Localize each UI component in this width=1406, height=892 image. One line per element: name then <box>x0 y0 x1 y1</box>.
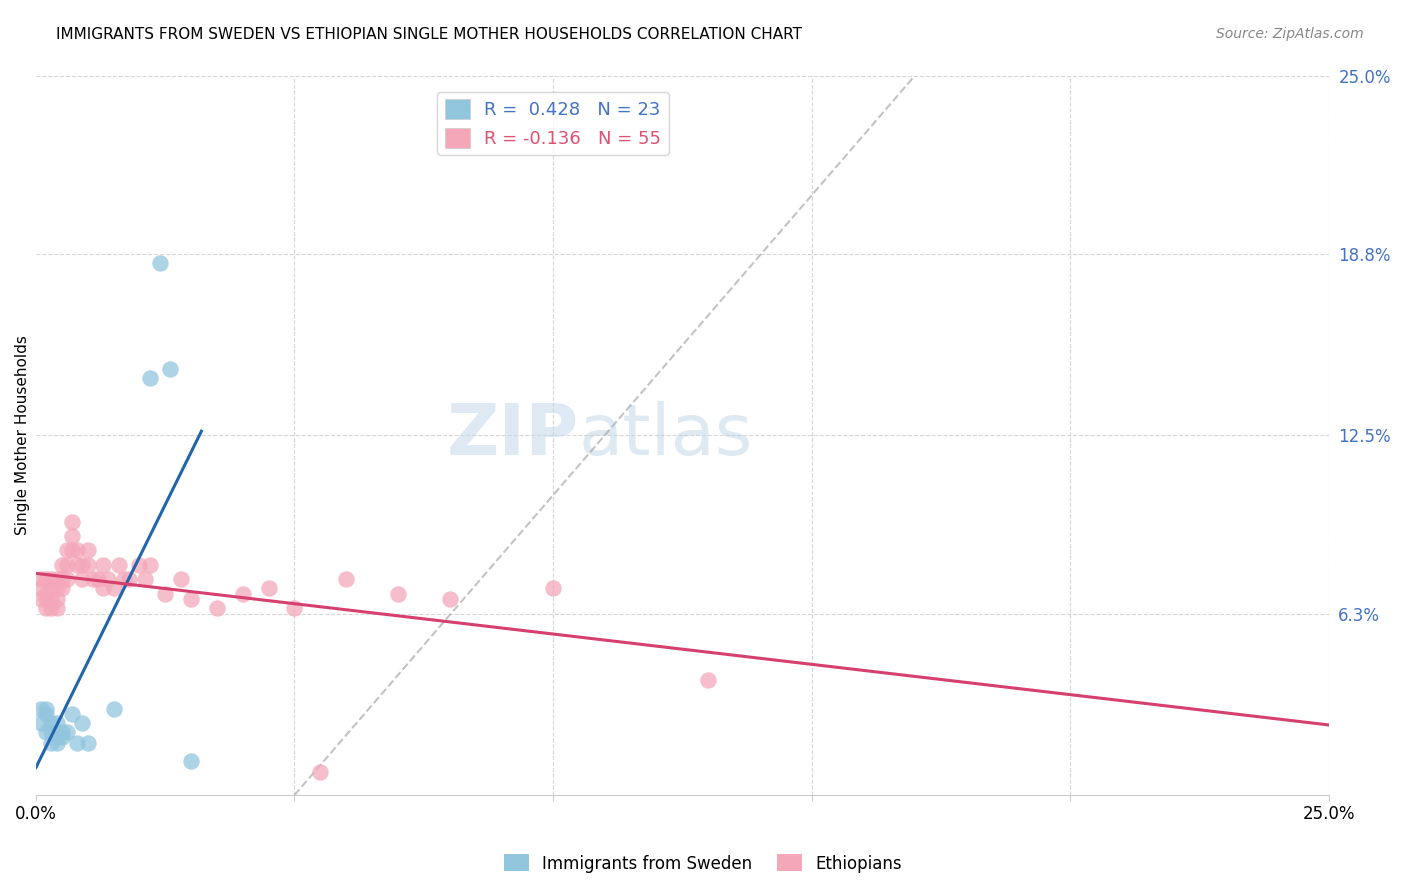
Point <box>87 572 110 586</box>
Point <box>51 581 73 595</box>
Point <box>45 731 67 745</box>
Point <box>60 543 83 558</box>
Point <box>30 592 52 607</box>
Point <box>257 581 280 595</box>
Point <box>30 572 52 586</box>
Point <box>56 543 79 558</box>
Point <box>76 558 98 572</box>
Point <box>107 558 129 572</box>
Point <box>66 736 89 750</box>
Point <box>76 736 98 750</box>
Point <box>232 586 254 600</box>
Point <box>309 765 332 780</box>
Point <box>60 707 83 722</box>
Point <box>30 581 52 595</box>
Text: IMMIGRANTS FROM SWEDEN VS ETHIOPIAN SINGLE MOTHER HOUSEHOLDS CORRELATION CHART: IMMIGRANTS FROM SWEDEN VS ETHIOPIAN SING… <box>56 27 803 42</box>
Point <box>387 586 409 600</box>
Point <box>45 716 67 731</box>
Point <box>51 731 73 745</box>
Point <box>138 370 160 384</box>
Point <box>72 572 94 586</box>
Point <box>41 736 63 750</box>
Point <box>76 543 98 558</box>
Point <box>118 572 141 586</box>
Point <box>155 586 177 600</box>
Point <box>697 673 720 687</box>
Legend: R =  0.428   N = 23, R = -0.136   N = 55: R = 0.428 N = 23, R = -0.136 N = 55 <box>437 92 669 155</box>
Point <box>45 601 67 615</box>
Point <box>283 601 305 615</box>
Point <box>149 255 172 269</box>
Point <box>66 543 89 558</box>
Point <box>35 572 58 586</box>
Legend: Immigrants from Sweden, Ethiopians: Immigrants from Sweden, Ethiopians <box>498 847 908 880</box>
Point <box>41 581 63 595</box>
Point <box>60 515 83 529</box>
Point <box>56 724 79 739</box>
Point <box>45 736 67 750</box>
Point <box>138 558 160 572</box>
Point <box>35 707 58 722</box>
Point <box>159 362 181 376</box>
Point <box>41 724 63 739</box>
Point <box>112 572 135 586</box>
Y-axis label: Single Mother Households: Single Mother Households <box>15 335 31 535</box>
Point <box>72 558 94 572</box>
Point <box>103 581 125 595</box>
Point <box>45 592 67 607</box>
Point <box>51 572 73 586</box>
Point <box>51 558 73 572</box>
Point <box>35 601 58 615</box>
Text: atlas: atlas <box>579 401 754 470</box>
Point <box>335 572 357 586</box>
Point <box>128 558 150 572</box>
Point <box>170 572 193 586</box>
Point <box>205 601 228 615</box>
Text: ZIP: ZIP <box>447 401 579 470</box>
Point <box>41 572 63 586</box>
Point <box>45 581 67 595</box>
Point <box>72 716 94 731</box>
Point <box>91 581 114 595</box>
Point <box>82 572 104 586</box>
Point <box>35 702 58 716</box>
Point <box>35 586 58 600</box>
Point <box>41 601 63 615</box>
Point <box>41 592 63 607</box>
Point <box>30 702 52 716</box>
Point <box>103 702 125 716</box>
Point <box>41 716 63 731</box>
Point <box>541 581 564 595</box>
Point <box>35 592 58 607</box>
Text: Source: ZipAtlas.com: Source: ZipAtlas.com <box>1216 27 1364 41</box>
Point <box>60 529 83 543</box>
Point <box>180 592 202 607</box>
Point <box>30 716 52 731</box>
Point <box>35 724 58 739</box>
Point <box>56 572 79 586</box>
Point <box>134 572 156 586</box>
Point <box>97 572 120 586</box>
Point <box>56 558 79 572</box>
Point <box>91 558 114 572</box>
Point <box>66 558 89 572</box>
Point <box>51 724 73 739</box>
Point <box>180 754 202 768</box>
Point <box>439 592 461 607</box>
Point <box>45 572 67 586</box>
